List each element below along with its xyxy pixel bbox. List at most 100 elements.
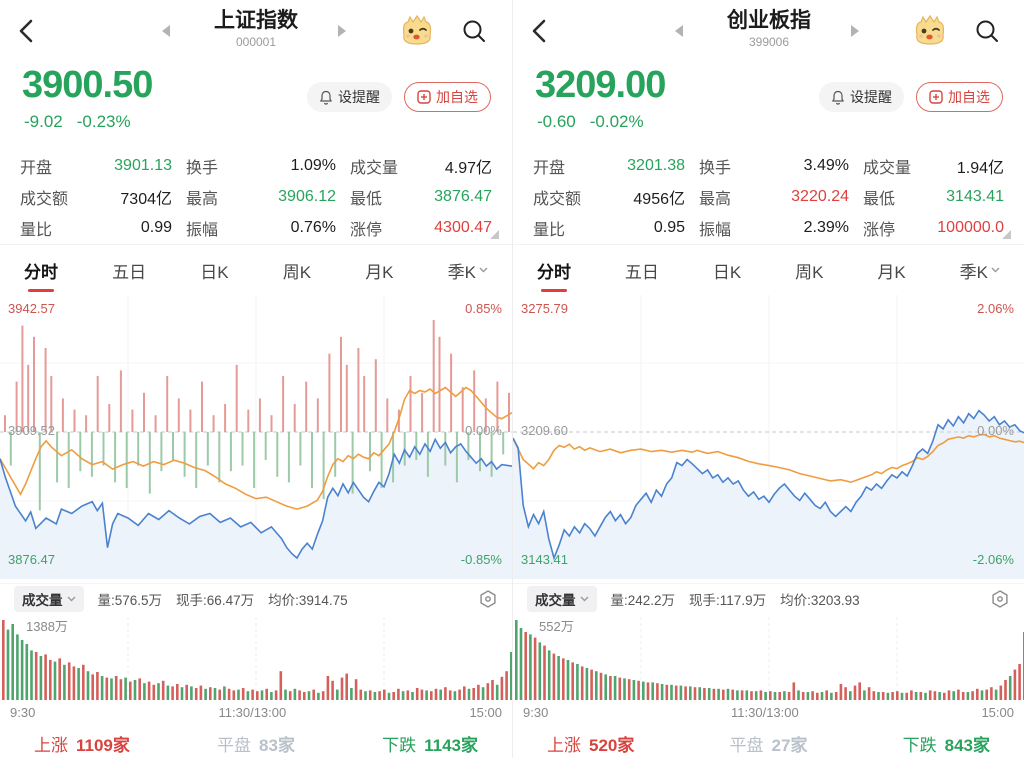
tab-quarterly-k[interactable]: 季K [958, 248, 1002, 293]
tab-monthly-k[interactable]: 月K [877, 262, 906, 282]
market-breadth: 上涨 1109家 平盘 83家 下跌 1143家 [0, 723, 512, 758]
volume-metrics: 量:576.5万 现手:66.47万 均价:3914.75 [98, 589, 348, 609]
prev-stock-icon[interactable] [162, 25, 170, 37]
quote-block: 3209.00 -0.60 -0.02% 设提醒 加自选 [513, 62, 1024, 148]
tab-minute[interactable]: 分时 [535, 248, 573, 293]
stat-open: 开盘 3901.13 [20, 156, 172, 177]
add-watchlist-label: 加自选 [436, 89, 478, 105]
market-breadth: 上涨 520家 平盘 27家 下跌 843家 [513, 723, 1024, 758]
chart-low-label: 3143.41 [521, 552, 568, 567]
stat-open: 开盘 3201.38 [533, 156, 685, 177]
tab-minute[interactable]: 分时 [22, 248, 60, 293]
tab-daily-k[interactable]: 日K [712, 262, 742, 282]
stat-high: 最高 3906.12 [186, 187, 336, 208]
advancers: 上涨 1109家 [34, 735, 130, 755]
period-tabs: 分时 五日 日K 周K 月K 季K [0, 245, 512, 295]
prev-stock-icon[interactable] [675, 25, 683, 37]
page-title: 上证指数 [214, 9, 298, 32]
indicator-selector[interactable]: 成交量 [14, 585, 84, 612]
time-axis: 9:30 11:30/13:00 15:00 [513, 701, 1024, 723]
time-open: 9:30 [10, 704, 36, 720]
price-change: -0.60 -0.02% [537, 112, 658, 132]
tab-quarterly-k[interactable]: 季K [446, 248, 490, 293]
period-tabs: 分时 五日 日K 周K 月K 季K [513, 245, 1024, 295]
expand-stats-icon[interactable] [490, 230, 499, 239]
time-close: 15:00 [981, 704, 1014, 720]
tab-weekly-k[interactable]: 周K [795, 262, 824, 282]
stat-amplitude: 振幅 0.76% [186, 218, 336, 239]
search-icon[interactable] [974, 18, 1000, 44]
unchanged: 平盘 27家 [729, 735, 808, 755]
chart-high-pct-label: 0.85% [465, 301, 502, 316]
next-stock-icon[interactable] [851, 25, 859, 37]
page-title: 创业板指 [727, 9, 811, 32]
stock-code: 000001 [235, 35, 277, 49]
change-percent: -0.23% [76, 112, 131, 131]
add-watchlist-button[interactable]: 加自选 [404, 82, 491, 112]
stat-amount: 成交额 7304亿 [20, 190, 172, 208]
tab-5day[interactable]: 五日 [624, 262, 659, 282]
tab-monthly-k[interactable]: 月K [365, 262, 394, 282]
chart-high-label: 3275.79 [521, 301, 568, 316]
tab-5day[interactable]: 五日 [112, 262, 147, 282]
minute-chart[interactable]: 3275.79 2.06% 3209.60 0.00% 3143.41 -2.0… [513, 295, 1024, 583]
chart-prevclose-label: 3909.52 [8, 423, 55, 438]
stat-high: 最高 3220.24 [699, 187, 849, 208]
set-alert-button[interactable]: 设提醒 [307, 82, 392, 112]
indicator-selector[interactable]: 成交量 [527, 585, 597, 612]
tab-weekly-k[interactable]: 周K [282, 262, 312, 282]
mascot-icon[interactable] [911, 12, 949, 50]
volume-chart[interactable]: 552万 [513, 613, 1024, 701]
header: 上证指数 000001 [0, 0, 512, 62]
volume-header: 成交量 量:242.2万 现手:117.9万 均价:3203.93 [513, 583, 1024, 613]
stat-low: 最低 3876.47 [350, 187, 492, 208]
quote-block: 3900.50 -9.02 -0.23% 设提醒 加自选 [0, 62, 512, 148]
chevron-down-icon [580, 596, 588, 601]
metric-volume: 量:576.5万 [97, 592, 163, 608]
minute-chart[interactable]: 3942.57 0.85% 3909.52 0.00% 3876.47 -0.8… [0, 295, 512, 583]
minute-chart-canvas [0, 295, 512, 579]
volume-chart-canvas [515, 617, 1024, 700]
chevron-down-icon [479, 267, 488, 273]
last-price: 3209.00 [535, 64, 666, 106]
stat-volume: 成交量 4.97亿 [350, 159, 492, 177]
time-midday: 11:30/13:00 [218, 704, 287, 720]
chart-low-pct-label: -2.06% [972, 552, 1014, 567]
metric-current-hand: 现手:117.9万 [689, 592, 767, 608]
indicator-settings-icon[interactable] [990, 589, 1010, 609]
indicator-label: 成交量 [535, 592, 576, 608]
chart-high-label: 3942.57 [8, 301, 55, 316]
volume-chart[interactable]: 1388万 [0, 613, 512, 701]
search-icon[interactable] [461, 18, 487, 44]
change-value: -9.02 [24, 112, 63, 131]
add-watchlist-button[interactable]: 加自选 [916, 82, 1003, 112]
back-icon[interactable] [527, 17, 553, 45]
stat-limit-up: 涨停 4300.47 [350, 218, 492, 239]
stat-amplitude: 振幅 2.39% [699, 218, 849, 239]
change-value: -0.60 [537, 112, 576, 131]
unchanged: 平盘 83家 [217, 735, 295, 755]
back-icon[interactable] [14, 17, 40, 45]
indicator-settings-icon[interactable] [478, 589, 498, 609]
stat-turnover: 换手 1.09% [186, 156, 336, 177]
volume-peak-label: 552万 [539, 619, 574, 634]
tab-daily-k[interactable]: 日K [200, 262, 229, 282]
change-percent: -0.02% [589, 112, 644, 131]
stats-grid: 开盘 3901.13 换手 1.09% 成交量 4.97亿 成交额 7304亿 最高 39… [0, 148, 512, 245]
metric-current-hand: 现手:66.47万 [176, 592, 255, 608]
time-axis: 9:30 11:30/13:00 15:00 [0, 701, 512, 723]
stat-volume-ratio: 量比 0.95 [533, 218, 685, 239]
add-plus-icon [417, 90, 431, 104]
volume-chart-canvas [2, 617, 512, 700]
header: 创业板指 399006 [513, 0, 1024, 62]
expand-stats-icon[interactable] [1002, 230, 1011, 239]
chevron-down-icon [67, 596, 75, 601]
chart-low-label: 3876.47 [8, 552, 55, 567]
stat-volume-ratio: 量比 0.99 [20, 218, 172, 239]
minute-chart-canvas [513, 295, 1024, 579]
mascot-icon[interactable] [398, 12, 436, 50]
set-alert-button[interactable]: 设提醒 [819, 82, 904, 112]
stat-turnover: 换手 3.49% [699, 156, 849, 177]
next-stock-icon[interactable] [338, 25, 346, 37]
